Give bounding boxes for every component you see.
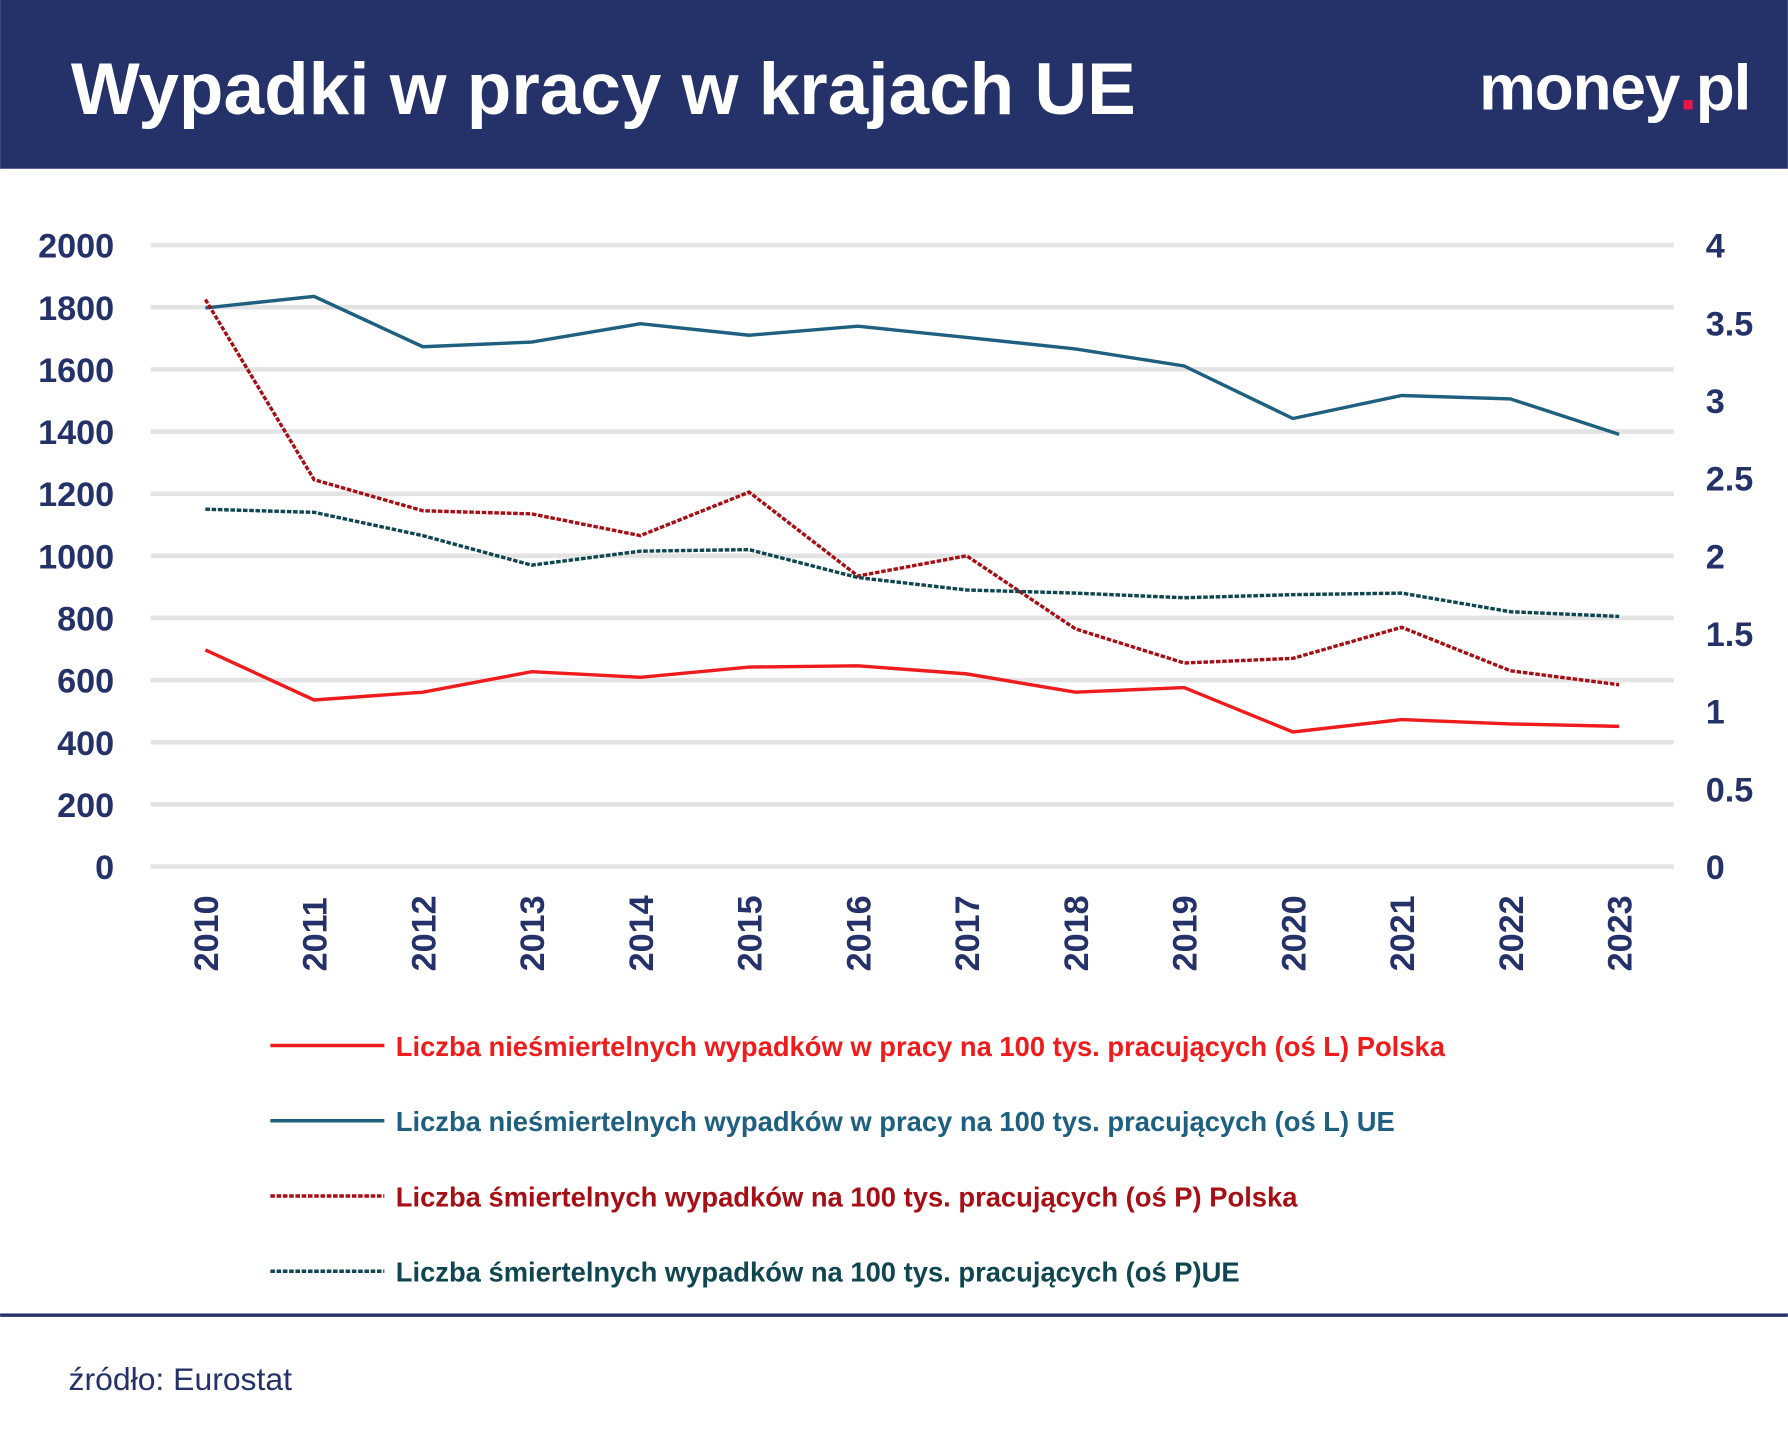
legend-label: Liczba śmiertelnych wypadków na 100 tys.… [396, 1257, 1240, 1288]
x-tick-label: 2013 [514, 895, 552, 971]
right-axis-ticks: 0 0.5 1 1.5 2 2.5 3 3.5 4 [1706, 228, 1754, 887]
left-tick-label: 1000 [38, 538, 114, 576]
legend-label: Liczba śmiertelnych wypadków na 100 tys.… [396, 1181, 1298, 1212]
left-tick-label: 1800 [38, 290, 114, 328]
series-lines [203, 294, 1620, 734]
right-tick-label: 3 [1706, 383, 1725, 421]
series-line-3 [203, 298, 1620, 687]
series-line-2 [205, 294, 1620, 436]
x-tick-label: 2016 [840, 895, 878, 971]
left-tick-label: 600 [57, 663, 114, 701]
legend-label: Liczba nieśmiertelnych wypadków w pracy … [396, 1031, 1446, 1062]
right-tick-label: 2 [1706, 538, 1725, 576]
left-tick-label: 1400 [38, 414, 114, 452]
x-tick-label: 2011 [297, 897, 335, 971]
legend: Liczba nieśmiertelnych wypadków w pracy … [270, 1031, 1446, 1288]
left-tick-label: 400 [57, 725, 114, 763]
x-tick-label: 2014 [623, 895, 661, 971]
gridlines [150, 242, 1674, 869]
bottom-divider [0, 1313, 1788, 1317]
x-axis-ticks: 2010 2011 2012 2013 2014 2015 2016 2017 2018 2019… [188, 895, 1640, 971]
x-tick-label: 2017 [949, 895, 987, 971]
page-title: Wypadki w pracy w krajach UE [71, 49, 1136, 130]
series-line-1 [204, 648, 1620, 734]
right-tick-label: 3.5 [1706, 305, 1754, 343]
left-tick-label: 200 [57, 787, 114, 825]
right-tick-label: 1 [1706, 694, 1725, 732]
series-line-4 [205, 507, 1620, 619]
left-tick-label: 0 [95, 849, 114, 887]
header-bar [0, 0, 1788, 169]
source-note: źródło: Eurostat [69, 1361, 293, 1397]
right-tick-label: 4 [1706, 228, 1725, 266]
right-tick-label: 2.5 [1706, 461, 1754, 499]
x-tick-label: 2012 [405, 895, 443, 971]
x-tick-label: 2010 [188, 895, 226, 971]
left-axis-ticks: 0 200 400 600 800 1000 1200 1400 1600 1800 2000 [38, 228, 114, 887]
x-tick-label: 2020 [1275, 895, 1313, 971]
money-pl-logo: money.pl [1479, 51, 1751, 123]
x-tick-label: 2019 [1167, 895, 1205, 971]
x-tick-label: 2021 [1384, 895, 1422, 971]
right-tick-label: 0 [1706, 849, 1725, 887]
svg-text:money.pl: money.pl [1479, 51, 1750, 123]
left-tick-label: 800 [57, 600, 114, 638]
left-tick-label: 1200 [38, 476, 114, 514]
right-tick-label: 1.5 [1706, 616, 1754, 654]
x-tick-label: 2022 [1493, 895, 1531, 971]
x-tick-label: 2015 [732, 895, 770, 971]
left-tick-label: 1600 [38, 352, 114, 390]
x-tick-label: 2018 [1058, 895, 1096, 971]
right-tick-label: 0.5 [1706, 771, 1754, 809]
x-tick-label: 2023 [1602, 895, 1640, 971]
legend-label: Liczba nieśmiertelnych wypadków w pracy … [396, 1106, 1395, 1137]
left-tick-label: 2000 [38, 228, 114, 266]
